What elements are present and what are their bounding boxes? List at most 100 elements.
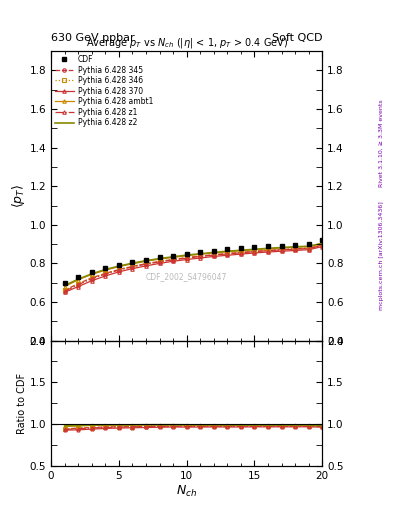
Pythia 6.428 ambt1: [103, 267, 108, 273]
Pythia 6.428 346: [252, 248, 257, 254]
Text: CDF_2002_S4796047: CDF_2002_S4796047: [146, 272, 228, 282]
Pythia 6.428 z2: [307, 243, 311, 249]
Pythia 6.428 370: [198, 255, 203, 261]
Pythia 6.428 z1: [266, 248, 270, 254]
Pythia 6.428 z1: [293, 246, 298, 252]
Line: Pythia 6.428 370: Pythia 6.428 370: [63, 245, 324, 294]
Pythia 6.428 345: [239, 249, 243, 255]
Pythia 6.428 345: [320, 242, 325, 248]
Pythia 6.428 370: [157, 260, 162, 266]
Pythia 6.428 ambt1: [239, 248, 243, 254]
Pythia 6.428 ambt1: [76, 276, 81, 283]
Pythia 6.428 346: [266, 247, 270, 253]
Pythia 6.428 ambt1: [171, 254, 175, 261]
Pythia 6.428 z2: [266, 245, 270, 251]
Pythia 6.428 z2: [252, 246, 257, 252]
Pythia 6.428 345: [103, 270, 108, 276]
Pythia 6.428 345: [198, 253, 203, 259]
Pythia 6.428 346: [90, 275, 94, 281]
Text: 630 GeV ppbar: 630 GeV ppbar: [51, 33, 135, 43]
Pythia 6.428 346: [239, 249, 243, 255]
Pythia 6.428 z2: [157, 255, 162, 262]
Pythia 6.428 z2: [184, 252, 189, 258]
Pythia 6.428 346: [279, 246, 284, 252]
Pythia 6.428 z2: [171, 254, 175, 260]
Pythia 6.428 370: [211, 253, 216, 260]
Pythia 6.428 370: [320, 244, 325, 250]
Pythia 6.428 z1: [252, 248, 257, 254]
Pythia 6.428 370: [116, 269, 121, 275]
Pythia 6.428 z2: [90, 271, 94, 277]
Pythia 6.428 345: [279, 247, 284, 253]
Pythia 6.428 370: [130, 266, 135, 272]
Pythia 6.428 z2: [293, 244, 298, 250]
Pythia 6.428 346: [157, 258, 162, 264]
Pythia 6.428 z1: [279, 247, 284, 253]
Pythia 6.428 z2: [320, 240, 325, 246]
Pythia 6.428 346: [225, 250, 230, 257]
Pythia 6.428 370: [90, 278, 94, 284]
Pythia 6.428 ambt1: [157, 256, 162, 262]
Pythia 6.428 345: [90, 275, 94, 281]
Line: Pythia 6.428 z1: Pythia 6.428 z1: [63, 244, 324, 293]
Pythia 6.428 z1: [62, 288, 67, 294]
Pythia 6.428 370: [171, 258, 175, 264]
Pythia 6.428 345: [252, 248, 257, 254]
Pythia 6.428 370: [266, 249, 270, 255]
Pythia 6.428 370: [252, 250, 257, 256]
Pythia 6.428 z2: [76, 276, 81, 282]
Pythia 6.428 346: [144, 261, 149, 267]
Pythia 6.428 345: [266, 247, 270, 253]
Legend: CDF, Pythia 6.428 345, Pythia 6.428 346, Pythia 6.428 370, Pythia 6.428 ambt1, P: CDF, Pythia 6.428 345, Pythia 6.428 346,…: [53, 53, 155, 129]
Pythia 6.428 346: [184, 254, 189, 261]
Pythia 6.428 345: [171, 257, 175, 263]
Pythia 6.428 z1: [225, 251, 230, 257]
Pythia 6.428 z2: [144, 258, 149, 264]
Pythia 6.428 ambt1: [62, 284, 67, 290]
Pythia 6.428 ambt1: [198, 251, 203, 258]
Pythia 6.428 ambt1: [266, 246, 270, 252]
Text: mcplots.cern.ch [arXiv:1306.3436]: mcplots.cern.ch [arXiv:1306.3436]: [379, 202, 384, 310]
Pythia 6.428 z2: [239, 247, 243, 253]
Pythia 6.428 346: [320, 242, 325, 248]
Line: Pythia 6.428 z2: Pythia 6.428 z2: [64, 243, 322, 286]
Pythia 6.428 345: [157, 259, 162, 265]
Pythia 6.428 z2: [225, 248, 230, 254]
Pythia 6.428 345: [211, 251, 216, 258]
Pythia 6.428 346: [293, 246, 298, 252]
Pythia 6.428 z2: [116, 263, 121, 269]
Pythia 6.428 z2: [198, 251, 203, 257]
Pythia 6.428 z2: [103, 266, 108, 272]
Y-axis label: Ratio to CDF: Ratio to CDF: [17, 373, 27, 434]
Text: Soft QCD: Soft QCD: [272, 33, 322, 43]
Pythia 6.428 z1: [320, 242, 325, 248]
Pythia 6.428 370: [144, 263, 149, 269]
Pythia 6.428 345: [225, 250, 230, 257]
Pythia 6.428 z2: [130, 260, 135, 266]
Pythia 6.428 370: [76, 284, 81, 290]
Pythia 6.428 345: [116, 266, 121, 272]
Pythia 6.428 z2: [279, 245, 284, 251]
Pythia 6.428 370: [225, 252, 230, 259]
Title: Average $p_T$ vs $N_{ch}$ ($|\eta|$ < 1, $p_T$ > 0.4 GeV): Average $p_T$ vs $N_{ch}$ ($|\eta|$ < 1,…: [86, 36, 288, 50]
Pythia 6.428 345: [184, 254, 189, 261]
Pythia 6.428 ambt1: [307, 244, 311, 250]
Pythia 6.428 345: [144, 261, 149, 267]
Pythia 6.428 z2: [211, 249, 216, 255]
Pythia 6.428 346: [62, 287, 67, 293]
Pythia 6.428 370: [307, 247, 311, 253]
Pythia 6.428 ambt1: [252, 247, 257, 253]
Line: Pythia 6.428 346: Pythia 6.428 346: [63, 243, 324, 292]
Pythia 6.428 370: [279, 248, 284, 254]
Pythia 6.428 ambt1: [279, 245, 284, 251]
Pythia 6.428 346: [103, 270, 108, 276]
Pythia 6.428 346: [130, 263, 135, 269]
Pythia 6.428 z1: [171, 257, 175, 263]
Pythia 6.428 345: [62, 287, 67, 293]
Pythia 6.428 346: [76, 281, 81, 287]
Pythia 6.428 z1: [144, 261, 149, 267]
Line: Pythia 6.428 345: Pythia 6.428 345: [63, 243, 324, 292]
Pythia 6.428 345: [76, 281, 81, 287]
Y-axis label: $\langle p_T \rangle$: $\langle p_T \rangle$: [10, 184, 27, 208]
Line: Pythia 6.428 ambt1: Pythia 6.428 ambt1: [63, 242, 324, 288]
